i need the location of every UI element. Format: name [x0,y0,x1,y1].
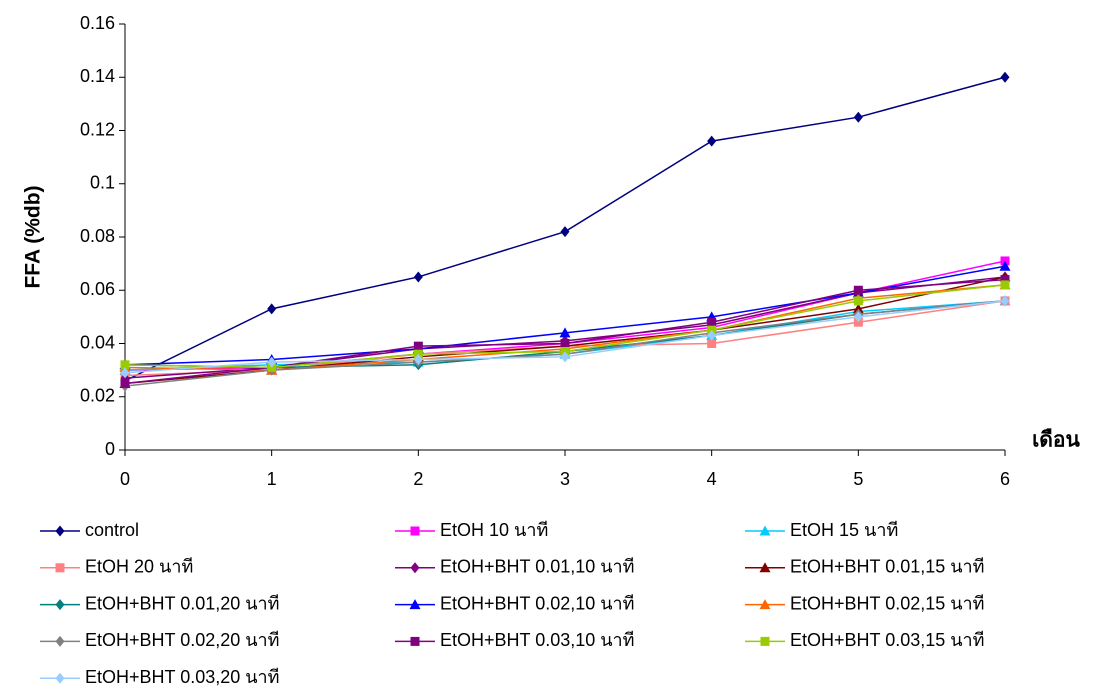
legend-label: EtOH+BHT 0.03,10 นาที [440,630,635,650]
legend-marker [56,599,65,610]
legend-label: control [85,520,139,540]
legend-label: EtOH 10 นาที [440,520,548,540]
x-tick-label: 3 [560,469,570,489]
marker [854,296,863,305]
y-tick-label: 0.12 [80,119,115,139]
legend-label: EtOH+BHT 0.01,20 นาที [85,593,280,613]
y-tick-label: 0.04 [80,332,115,352]
y-tick-label: 0.16 [80,13,115,33]
legend-label: EtOH 15 นาที [790,520,898,540]
legend-marker [56,636,65,647]
chart: FFA (%db) เดือน 0 0.02 0.04 0.06 0.08 0.1 0.12… [0,0,1097,691]
legend-marker [761,637,770,646]
legend-label: EtOH+BHT 0.02,10 นาที [440,593,635,613]
legend-label: EtOH+BHT 0.02,20 นาที [85,630,280,650]
marker [1001,280,1010,289]
legend-label: EtOH+BHT 0.01,10 นาที [440,557,635,577]
y-axis-title: FFA (%db) [22,185,45,288]
x-tick-label: 1 [267,469,277,489]
legend-label: EtOH+BHT 0.03,15 นาที [790,630,985,650]
legend-marker [411,562,420,573]
marker [854,112,863,123]
y-tick-label: 0.02 [80,386,115,406]
legend-label: EtOH+BHT 0.02,15 นาที [790,593,985,613]
marker [707,136,716,147]
marker [561,339,570,348]
y-tick-label: 0.08 [80,226,115,246]
marker [707,318,716,327]
legend-marker [411,637,420,646]
marker [267,303,276,314]
legend-label: EtOH+BHT 0.01,15 นาที [790,557,985,577]
y-tick-label: 0.1 [90,173,115,193]
x-tick-label: 5 [853,469,863,489]
x-tick-label: 4 [707,469,717,489]
x-tick-label: 6 [1000,469,1010,489]
x-tick-label: 0 [120,469,130,489]
marker [1001,72,1010,83]
marker [414,271,423,282]
legend-marker [56,526,65,537]
x-tick-label: 2 [413,469,423,489]
y-tick-label: 0.06 [80,279,115,299]
legend-label: EtOH+BHT 0.03,20 นาที [85,667,280,687]
legend-label: EtOH 20 นาที [85,557,193,577]
legend-marker [56,563,65,572]
y-tick-label: 0 [105,439,115,459]
marker [121,379,130,388]
marker [854,286,863,295]
x-axis-title: เดือน [1032,428,1080,452]
legend-marker [411,527,420,536]
marker [561,226,570,237]
marker [414,342,423,351]
y-tick-label: 0.14 [80,66,115,86]
legend-marker [56,673,65,684]
